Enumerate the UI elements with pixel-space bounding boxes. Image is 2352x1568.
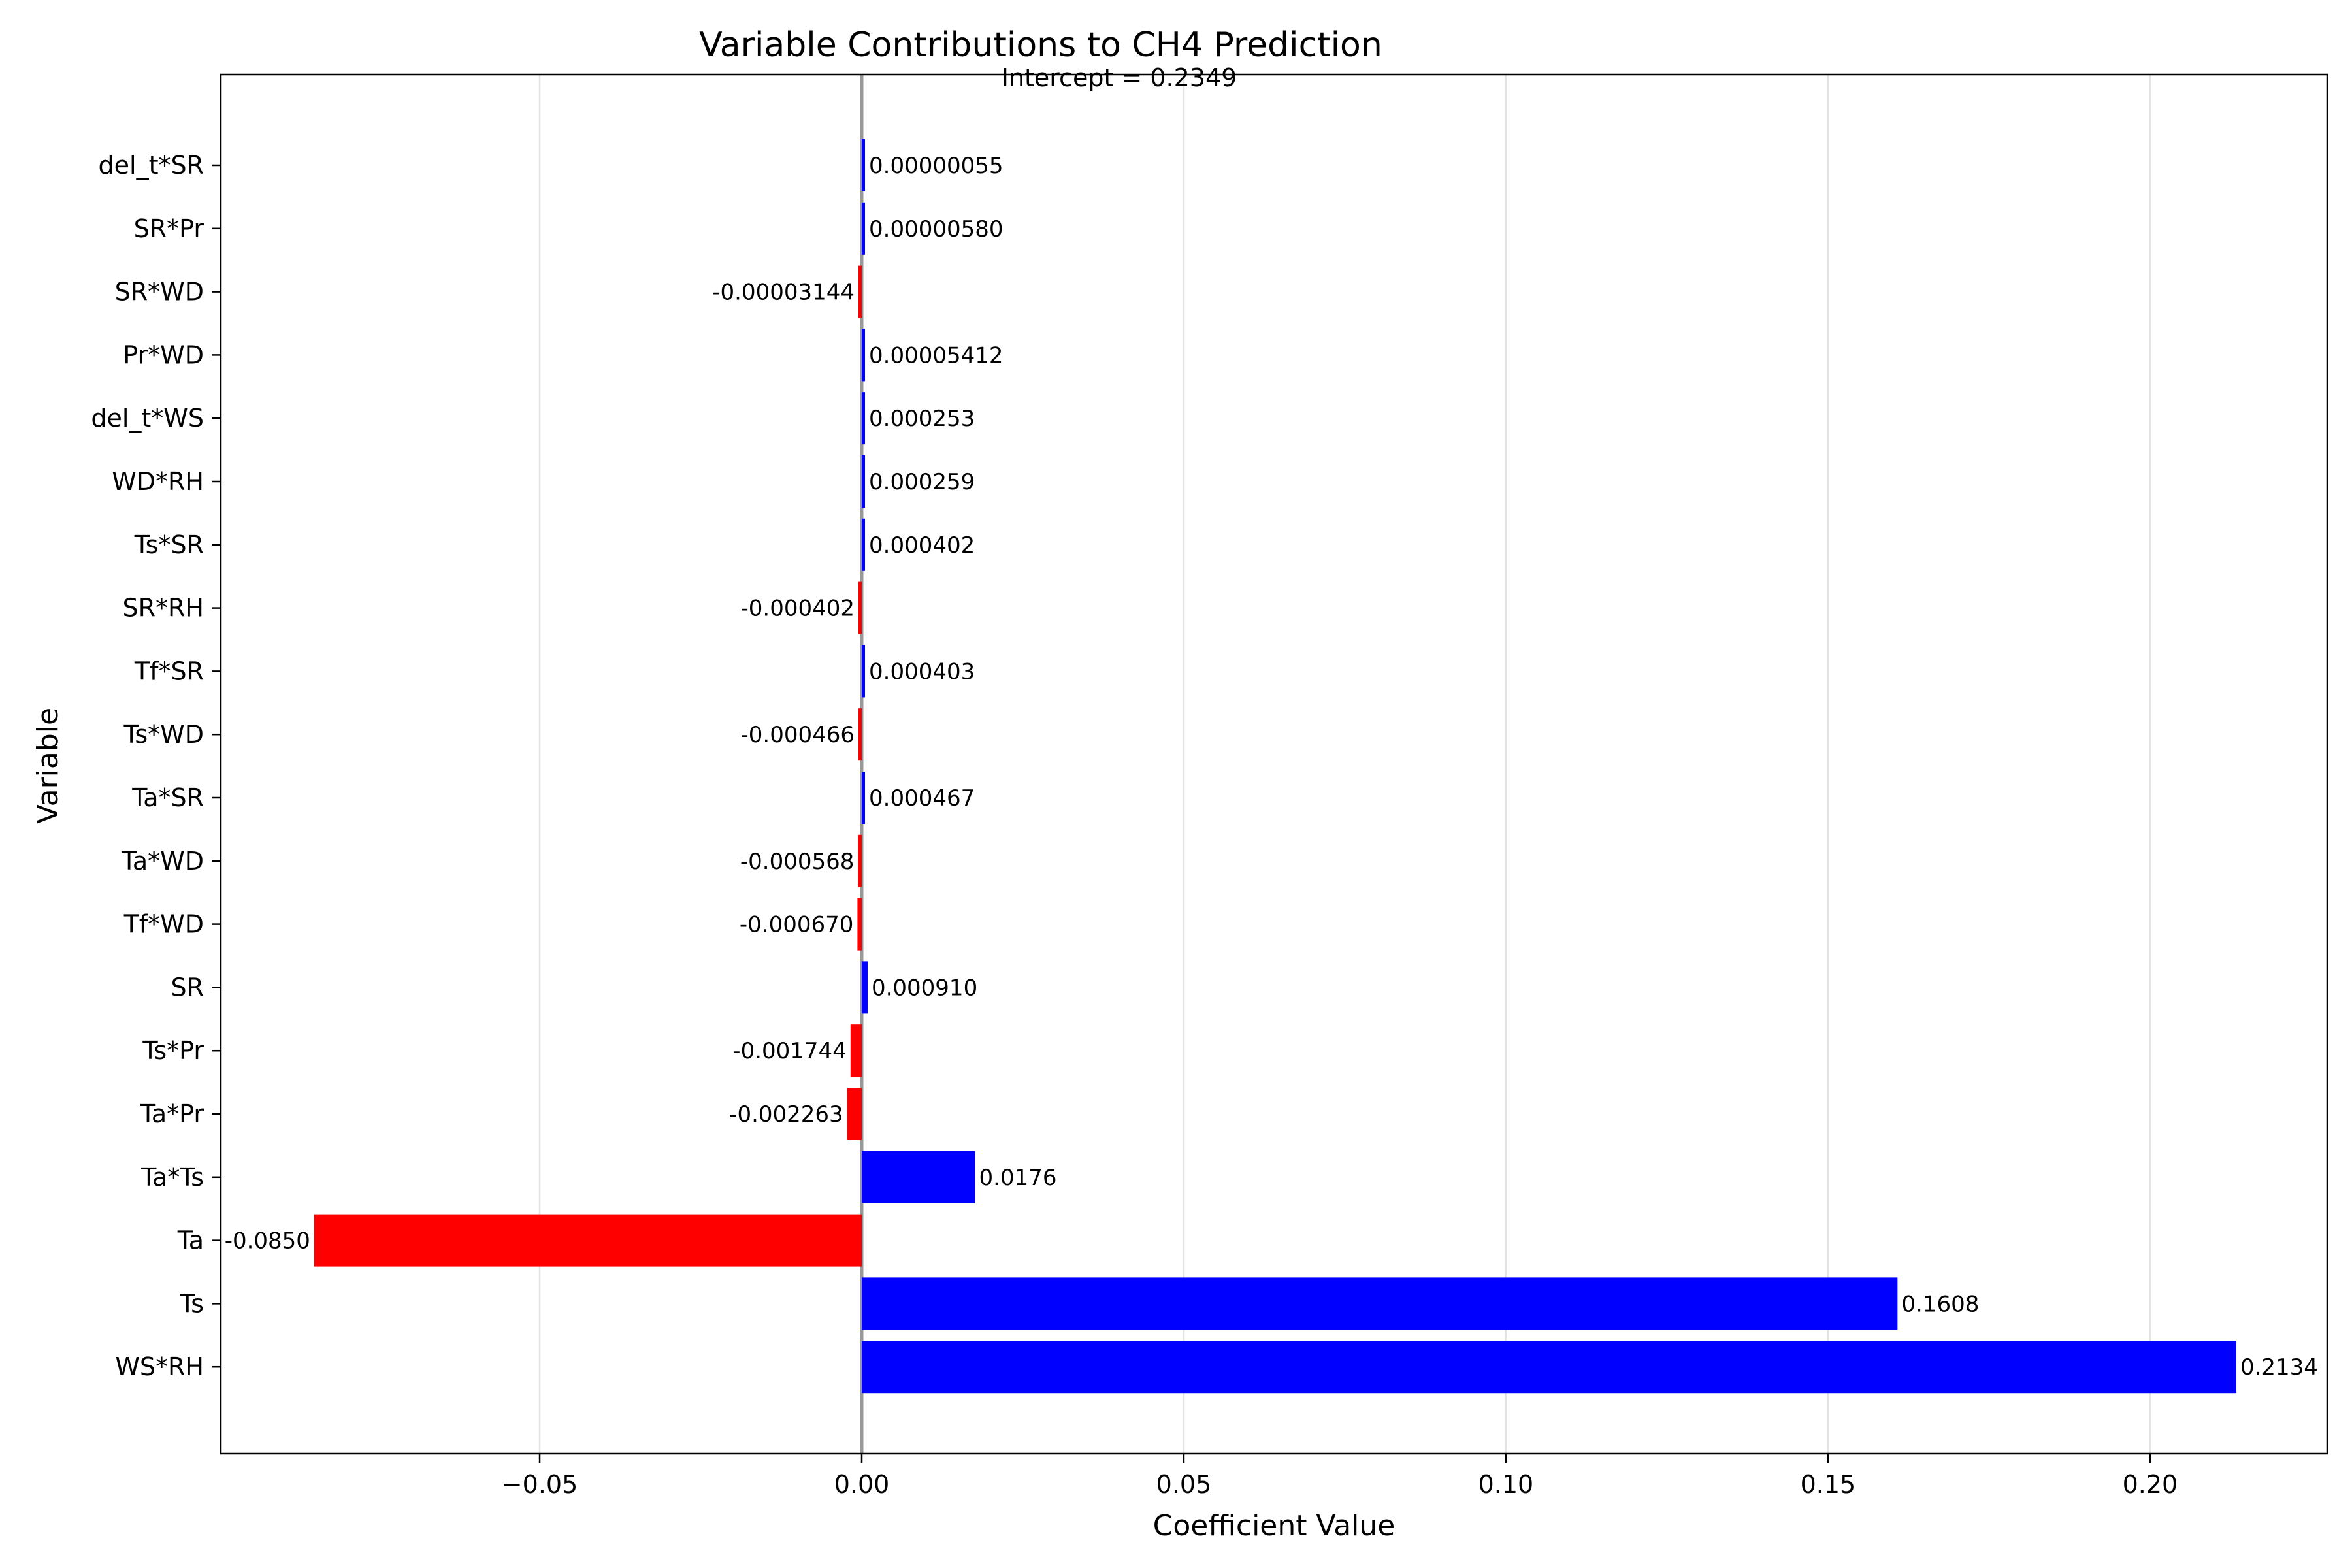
data-label: 0.00000055 <box>869 153 1004 179</box>
x-tick-label: −0.05 <box>502 1470 578 1499</box>
data-label: -0.000568 <box>740 849 855 875</box>
bar <box>850 1024 862 1077</box>
y-tick-label: Ta <box>177 1226 204 1255</box>
data-label: 0.0176 <box>979 1165 1057 1191</box>
data-label: -0.00003144 <box>712 280 855 306</box>
x-tick-label: 0.05 <box>1156 1470 1212 1499</box>
bar <box>862 202 866 255</box>
bar <box>862 1341 2236 1394</box>
data-label: 0.00000580 <box>869 216 1004 242</box>
data-label: 0.00005412 <box>869 342 1004 368</box>
y-tick-label: SR*WD <box>115 278 204 306</box>
y-tick-label: Ta*WD <box>121 847 204 875</box>
y-ticks: del_t*SR SR*Pr SR*WD Pr*WD del_t*WS WD*RH Ts*S… <box>91 151 221 1381</box>
bar <box>862 455 866 508</box>
data-label: 0.2134 <box>2240 1354 2318 1380</box>
x-tick-label: 0.10 <box>1478 1470 1534 1499</box>
y-tick-label: Ta*Ts <box>140 1163 204 1192</box>
data-label: 0.000259 <box>869 469 975 495</box>
y-tick-label: Ta*Pr <box>140 1100 204 1128</box>
data-label: -0.0850 <box>225 1228 310 1254</box>
bar <box>862 518 866 571</box>
y-tick-label: del_t*WS <box>91 404 204 433</box>
bar <box>858 834 862 887</box>
data-label: -0.001744 <box>732 1038 847 1064</box>
y-tick-label: SR <box>171 973 204 1002</box>
bar <box>862 961 868 1014</box>
y-tick-label: Ts*WD <box>123 720 204 749</box>
data-label: 0.000402 <box>869 532 975 559</box>
bar <box>314 1214 862 1267</box>
bars <box>314 139 2236 1394</box>
y-tick-label: Ts*Pr <box>142 1036 204 1065</box>
bar <box>862 1277 1898 1330</box>
x-tick-label: 0.20 <box>2123 1470 2178 1499</box>
data-labels: 0.00000055 0.00000580 -0.00003144 0.0000541… <box>225 153 2318 1380</box>
data-label: -0.000670 <box>740 912 854 938</box>
data-label: 0.000403 <box>869 659 975 685</box>
y-tick-label: Ts*SR <box>134 531 204 559</box>
data-label: -0.000402 <box>741 596 855 622</box>
x-tick-label: 0.15 <box>1801 1470 1856 1499</box>
data-label: -0.002263 <box>729 1102 843 1128</box>
chart-title: Variable Contributions to CH4 Prediction <box>699 25 1382 65</box>
y-tick-label: Ts <box>179 1289 204 1318</box>
data-label: 0.000467 <box>869 785 975 811</box>
data-label: 0.000253 <box>869 406 975 432</box>
intercept-annotation: Intercept = 0.2349 <box>1002 63 1237 92</box>
y-tick-label: Tf*WD <box>123 910 204 939</box>
bar <box>858 708 862 761</box>
bar <box>847 1088 862 1140</box>
bar <box>858 581 862 634</box>
y-tick-label: SR*Pr <box>134 214 204 243</box>
y-tick-label: WD*RH <box>112 467 204 496</box>
x-ticks: −0.05 0.00 0.05 0.10 0.15 0.20 <box>502 1454 2178 1499</box>
bar <box>862 392 866 445</box>
bar <box>862 645 866 698</box>
y-axis-label: Variable <box>31 708 65 824</box>
x-axis-label: Coefficient Value <box>1153 1509 1396 1543</box>
bar <box>862 1151 975 1203</box>
data-label: -0.000466 <box>741 722 855 748</box>
data-label: 0.000910 <box>872 975 977 1001</box>
plot-frame <box>220 73 2328 1455</box>
y-tick-label: SR*RH <box>122 594 204 623</box>
y-tick-label: WS*RH <box>115 1352 204 1381</box>
y-tick-label: Tf*SR <box>134 657 204 685</box>
bar <box>862 772 866 824</box>
data-label: 0.1608 <box>1901 1291 1979 1317</box>
bar <box>857 898 862 951</box>
y-tick-label: del_t*SR <box>99 151 204 180</box>
bar <box>862 139 866 191</box>
bar <box>862 329 866 382</box>
bar <box>858 265 862 318</box>
y-tick-label: Ta*SR <box>131 783 204 812</box>
x-tick-label: 0.00 <box>834 1470 890 1499</box>
y-tick-label: Pr*WD <box>123 340 204 369</box>
